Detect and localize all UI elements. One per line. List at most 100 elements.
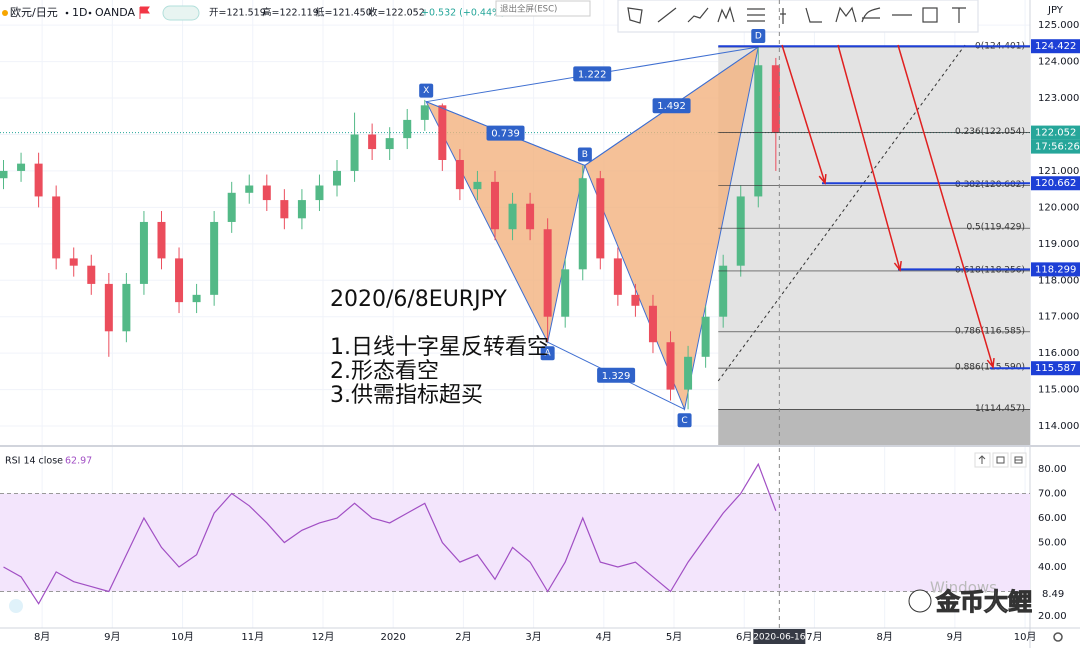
candle-body [69, 258, 78, 266]
tool-rect[interactable] [922, 7, 938, 23]
price-badge [1031, 176, 1080, 191]
fib-label: 0.886(115.590) [955, 363, 1025, 373]
tool-fib[interactable] [747, 8, 765, 22]
candle-body [368, 134, 377, 150]
logo [9, 599, 23, 613]
settings-gear[interactable] [1053, 632, 1063, 642]
countdown: 17:56:26 [1035, 142, 1080, 153]
source: OANDA [95, 6, 135, 19]
arrow-head [818, 173, 827, 185]
x-tick-label: 10月 [171, 631, 194, 643]
y-tick-label: 120.000 [1038, 202, 1079, 213]
candle-body [666, 342, 675, 390]
rsi-band [0, 493, 1030, 592]
candle-body [210, 221, 219, 295]
x-tick-label: 10月 [1014, 631, 1037, 643]
separator [88, 11, 92, 15]
candle-body [245, 185, 254, 193]
rsi-tick-label: 60.00 [1038, 513, 1067, 524]
rsi-tick-label: 80.00 [1038, 464, 1067, 475]
price-badge-label: 115.587 [1035, 363, 1076, 374]
close: 收=122.052 [368, 7, 425, 19]
change: +0.532 (+0.44%) [421, 8, 505, 19]
candle-body [490, 181, 499, 230]
price-badge-label: 118.299 [1035, 264, 1076, 275]
price-badge-label: 120.662 [1035, 178, 1076, 189]
price-badge [1031, 39, 1080, 54]
candle-body [175, 258, 184, 303]
x-tick-label: 5月 [666, 631, 682, 643]
arrow-head [986, 357, 995, 369]
point-badge [577, 147, 592, 162]
tool-text[interactable] [952, 7, 966, 23]
candle-body [350, 134, 359, 171]
x-tick-label: 8月 [34, 631, 50, 643]
tool-curve[interactable] [861, 7, 881, 23]
point-label: C [681, 416, 687, 426]
y-tick-label: 117.000 [1038, 312, 1079, 323]
x-tick-label: 9月 [947, 631, 963, 643]
candle-body [473, 181, 482, 190]
maximize-button[interactable] [992, 452, 1009, 468]
y-tick-label: 115.000 [1038, 385, 1079, 396]
exit-fullscreen[interactable] [495, 0, 591, 17]
candle-body [561, 269, 570, 317]
tool-pattern[interactable] [717, 6, 735, 23]
fib-label: 0.382(120.602) [955, 180, 1025, 190]
flag-icon[interactable] [139, 6, 150, 19]
high: 高=122.119 [262, 7, 319, 19]
candle-body [754, 65, 763, 197]
separator [65, 11, 69, 15]
candle-body [420, 105, 429, 120]
tool-xabcd[interactable] [835, 6, 857, 23]
last-price-label: 122.052 [1035, 128, 1076, 139]
candle-body [297, 200, 306, 219]
watermark-os: Windows [930, 579, 997, 597]
candle-body [631, 294, 640, 306]
rsi-buttons [974, 452, 1027, 468]
point-label: X [423, 86, 429, 96]
x-tick-label: 4月 [596, 631, 612, 643]
y-tick-label: 116.000 [1038, 348, 1079, 359]
point-badge [540, 346, 555, 361]
watermark-icon [908, 589, 932, 613]
fib-label: 0.236(122.054) [955, 127, 1025, 137]
candle-body [52, 196, 61, 259]
candle-body [648, 305, 657, 343]
candle-body [315, 185, 324, 201]
fib-zone-low [718, 409, 1030, 445]
arrow [897, 44, 994, 368]
tool-line[interactable] [657, 7, 677, 23]
arrow [781, 44, 826, 184]
y-tick-label: 114.000 [1038, 421, 1079, 432]
tool-cursor[interactable] [780, 8, 786, 24]
price-badge-label: 124.422 [1035, 41, 1076, 52]
exit-fullscreen-label[interactable]: 退出全屏(ESC) [500, 4, 557, 15]
y-tick-label: 119.000 [1038, 239, 1079, 250]
cursor-label: 2020-06-16 [753, 633, 806, 643]
rsi-partial-label: 8.49 [1042, 589, 1064, 600]
candle-body [613, 258, 622, 295]
tool-path[interactable] [687, 7, 709, 23]
annotation-line: 1.日线十字星反转看空 [330, 335, 549, 360]
rsi-value: 62.97 [65, 456, 92, 467]
countdown-badge [1031, 139, 1080, 154]
ratio-label: 1.492 [657, 101, 686, 112]
rsi-tick-label: 70.00 [1038, 489, 1067, 500]
x-tick-label: 2月 [455, 631, 471, 643]
candle-body [192, 294, 201, 303]
point-label: B [582, 150, 588, 160]
candle-body [596, 178, 605, 259]
candle-body [139, 221, 148, 284]
fib-zone [718, 46, 1030, 445]
drawing-toolbar [617, 0, 979, 33]
tool-polygon[interactable] [627, 7, 643, 24]
indicator-toggle[interactable] [162, 5, 200, 21]
ratio-label: 0.739 [491, 129, 520, 140]
candle-body [543, 229, 552, 317]
candle-body [719, 265, 728, 317]
candle-body [104, 283, 113, 332]
tool-angle[interactable] [805, 7, 822, 23]
candle-body [262, 185, 271, 201]
